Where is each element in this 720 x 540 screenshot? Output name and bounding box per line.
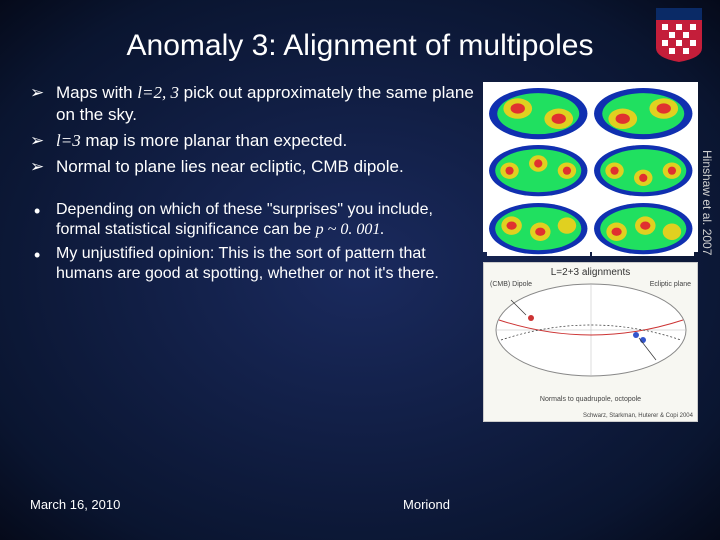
- footer-date: March 16, 2010: [30, 497, 120, 512]
- bullet-item: l=3 map is more planar than expected.: [30, 130, 475, 152]
- alignment-title: L=2+3 alignments: [488, 267, 693, 278]
- institution-logo: [656, 8, 702, 62]
- skymap-sum-b: [592, 201, 695, 256]
- skymap-l3-a: [487, 143, 590, 198]
- skymap-sum-a: [487, 201, 590, 256]
- math-span: l=2, 3: [137, 83, 179, 102]
- slide-title: Anomaly 3: Alignment of multipoles: [0, 0, 720, 64]
- slide-footer: March 16, 2010 Moriond: [30, 497, 450, 512]
- skymap-l2-b: [592, 86, 695, 141]
- content-area: Maps with l=2, 3 pick out approximately …: [0, 64, 720, 422]
- bullet-item: Depending on which of these "surprises" …: [30, 200, 475, 240]
- skymap-l3-b: [592, 143, 695, 198]
- footer-venue: Moriond: [403, 497, 450, 512]
- bullet-item: Maps with l=2, 3 pick out approximately …: [30, 82, 475, 126]
- bullet-list-main: Maps with l=2, 3 pick out approximately …: [30, 82, 475, 178]
- text-column: Maps with l=2, 3 pick out approximately …: [30, 82, 483, 422]
- skymap-l2-a: [487, 86, 590, 141]
- math-span: l=3: [56, 131, 81, 150]
- math-span: p ~ 0. 001.: [316, 221, 385, 238]
- alignment-diagram: L=2+3 alignments (CMB) Dipole Ecliptic p…: [483, 262, 698, 422]
- label-ecliptic: Ecliptic plane: [650, 281, 691, 288]
- label-dipole: (CMB) Dipole: [490, 281, 532, 288]
- label-credit: Schwarz, Starkman, Huterer & Copi 2004: [583, 413, 693, 419]
- bullet-item: Normal to plane lies near ecliptic, CMB …: [30, 156, 475, 178]
- multipole-maps-panel: [483, 82, 698, 252]
- bullet-list-secondary: Depending on which of these "surprises" …: [30, 200, 475, 284]
- figure-column: L=2+3 alignments (CMB) Dipole Ecliptic p…: [483, 82, 708, 422]
- label-normals: Normals to quadrupole, octopole: [514, 396, 667, 403]
- bullet-item: My unjustified opinion: This is the sort…: [30, 244, 475, 284]
